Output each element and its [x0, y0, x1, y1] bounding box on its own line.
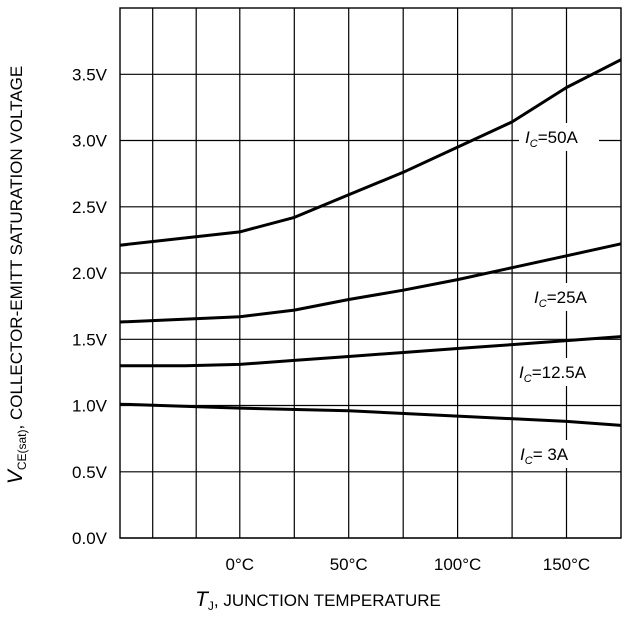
y-tick-label: 0.0V: [72, 529, 108, 548]
series-label-50A: IC=50A: [525, 128, 579, 150]
series-curves: [119, 58, 622, 427]
x-axis-text: , JUNCTION TEMPERATURE: [214, 591, 441, 610]
y-tick-label: 2.5V: [72, 198, 108, 217]
x-tick-label: 100°C: [434, 555, 481, 574]
series-label-background: [519, 123, 599, 151]
series-label-value: =50A: [538, 128, 579, 147]
y-axis-title: VCE(sat), COLLECTOR-EMITT SATURATION VOL…: [4, 66, 29, 484]
y-tick-labels: 0.0V 0.5V 1.0V 1.5V 2.0V 2.5V 3.0V 3.5V: [72, 65, 108, 548]
y-tick-label: 3.0V: [72, 132, 108, 151]
series-label-3A: IC= 3A: [520, 445, 569, 467]
series-label-subscript: C: [525, 455, 533, 467]
y-axis-text: , COLLECTOR-EMITT SATURATION VOLTAGE: [7, 66, 26, 430]
series-label-symbol: I: [534, 288, 539, 307]
series-label-subscript: C: [539, 298, 547, 310]
series-label-symbol: I: [525, 128, 530, 147]
series-label-subscript: C: [530, 138, 538, 150]
series-line-25A: [119, 242, 622, 324]
series-label-symbol: I: [520, 445, 525, 464]
series-label-background: [528, 283, 600, 311]
series-label-symbol: I: [519, 363, 524, 382]
y-tick-label: 1.5V: [72, 330, 108, 349]
x-tick-label: 50°C: [330, 555, 368, 574]
series-label-background: [513, 358, 603, 386]
x-axis-symbol: T: [195, 588, 210, 611]
series-label-subscript: C: [524, 373, 532, 385]
x-tick-label: 0°C: [226, 555, 255, 574]
series-line-12.5A: [120, 335, 622, 368]
y-tick-label: 3.5V: [72, 65, 108, 84]
y-tick-label: 2.0V: [72, 264, 108, 283]
series-label-value: =25A: [547, 288, 588, 307]
series-label-value: =12.5A: [532, 363, 587, 382]
series-label-value: = 3A: [533, 445, 569, 464]
series-line-50A: [119, 58, 622, 247]
series-label-25A: IC=25A: [534, 288, 588, 310]
x-tick-labels: 0°C 50°C 100°C 150°C: [226, 555, 591, 574]
x-axis-subscript: J: [208, 599, 214, 613]
series-label-background: [514, 440, 580, 468]
series-label-12.5A: IC=12.5A: [519, 363, 587, 385]
y-axis-symbol: V: [4, 468, 27, 484]
plot-frame: [119, 7, 622, 539]
y-tick-label: 0.5V: [72, 463, 108, 482]
series-line-3A: [119, 402, 622, 427]
x-axis-title: TJ, JUNCTION TEMPERATURE: [195, 588, 441, 613]
y-tick-label: 1.0V: [72, 397, 108, 416]
x-tick-label: 150°C: [543, 555, 590, 574]
y-axis-subscript: CE(sat): [15, 429, 29, 470]
